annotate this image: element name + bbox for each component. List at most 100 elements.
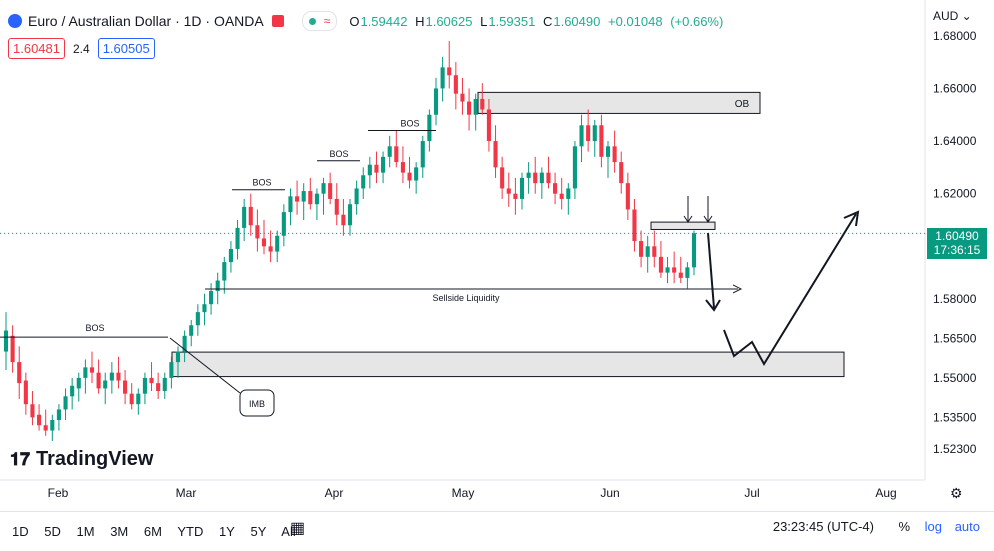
candle-body xyxy=(156,383,160,391)
candle-body xyxy=(460,94,464,102)
liquidity-label: Sellside Liquidity xyxy=(432,293,500,303)
y-tick-label: 1.62000 xyxy=(933,187,977,201)
imb-label: IMB xyxy=(249,399,265,409)
x-tick-label: Jun xyxy=(600,486,619,500)
candle-body xyxy=(441,67,445,88)
tradingview-logo[interactable]: 𝟏𝟕 TradingView xyxy=(10,448,153,471)
candle-body xyxy=(599,125,603,157)
candle-body xyxy=(50,420,54,431)
candle-body xyxy=(500,167,504,188)
candle-body xyxy=(63,396,67,409)
small-order-block-zone xyxy=(651,222,715,229)
y-tick-label: 1.68000 xyxy=(933,29,977,43)
candle-body xyxy=(103,381,107,389)
candle-body xyxy=(659,257,663,273)
auto-toggle[interactable]: auto xyxy=(955,519,980,534)
projection-path-2 xyxy=(724,214,856,364)
candle-body xyxy=(44,425,48,430)
candle-body xyxy=(169,362,173,378)
candle-body xyxy=(672,267,676,272)
bos-label: BOS xyxy=(329,149,348,159)
tradingview-mark-icon: 𝟏𝟕 xyxy=(10,449,30,470)
candle-body xyxy=(401,162,405,173)
candle-body xyxy=(77,378,81,389)
candle-body xyxy=(593,125,597,141)
tf-6m[interactable]: 6M xyxy=(144,524,162,539)
tf-3m[interactable]: 3M xyxy=(110,524,128,539)
candle-body xyxy=(123,381,127,394)
last-price-tag: 1.60490 17:36:15 xyxy=(927,228,987,259)
candle-body xyxy=(202,304,206,312)
candle-body xyxy=(282,212,286,236)
y-tick-label: 1.52300 xyxy=(933,442,977,456)
tf-ytd[interactable]: YTD xyxy=(177,524,203,539)
y-tick-label: 1.56500 xyxy=(933,331,977,345)
log-toggle[interactable]: log xyxy=(925,519,942,534)
candle-body xyxy=(130,394,134,405)
candle-body xyxy=(321,183,325,194)
calendar-icon[interactable]: ▦ xyxy=(290,518,305,538)
candle-body xyxy=(646,246,650,257)
order-block-zone xyxy=(478,92,760,113)
candle-body xyxy=(480,99,484,110)
last-price-value: 1.60490 xyxy=(927,229,987,243)
candle-body xyxy=(665,267,669,272)
candle-body xyxy=(308,191,312,204)
zones-layer xyxy=(172,92,844,376)
candle-body xyxy=(196,312,200,325)
candle-body xyxy=(692,233,696,267)
candle-body xyxy=(626,183,630,209)
y-tick-label: 1.55000 xyxy=(933,371,977,385)
tf-5d[interactable]: 5D xyxy=(44,524,61,539)
candle-body xyxy=(573,146,577,188)
candle-body xyxy=(487,109,491,141)
candle-body xyxy=(474,99,478,115)
demand-zone xyxy=(172,352,844,376)
candle-body xyxy=(394,146,398,162)
candle-body xyxy=(302,191,306,202)
candle-body xyxy=(374,165,378,173)
candle-body xyxy=(613,146,617,162)
candle-body xyxy=(17,362,21,383)
x-tick-label: Jul xyxy=(744,486,759,500)
candle-body xyxy=(136,394,140,405)
clock-time[interactable]: 23:23:45 (UTC-4) xyxy=(773,519,874,534)
candle-body xyxy=(427,115,431,141)
candle-body xyxy=(414,167,418,180)
candle-body xyxy=(348,204,352,225)
candle-body xyxy=(262,238,266,246)
candle-body xyxy=(540,173,544,184)
candle-body xyxy=(341,215,345,226)
candle-body xyxy=(209,291,213,304)
candle-body xyxy=(30,404,34,417)
y-tick-label: 1.66000 xyxy=(933,81,977,95)
candle-body xyxy=(235,228,239,249)
tf-1y[interactable]: 1Y xyxy=(219,524,235,539)
candle-body xyxy=(679,273,683,278)
candle-body xyxy=(222,262,226,280)
candle-body xyxy=(335,199,339,215)
timeframe-group: 1D 5D 1M 3M 6M YTD 1Y 5Y All xyxy=(12,524,308,539)
candle-body xyxy=(275,236,279,252)
candle-body xyxy=(70,386,74,397)
tf-1d[interactable]: 1D xyxy=(12,524,29,539)
candle-body xyxy=(421,141,425,167)
candle-body xyxy=(467,102,471,115)
candle-body xyxy=(110,373,114,381)
candle-body xyxy=(454,75,458,93)
x-tick-label: Aug xyxy=(875,486,896,500)
candle-body xyxy=(295,196,299,201)
candle-body xyxy=(189,325,193,336)
tf-5y[interactable]: 5Y xyxy=(250,524,266,539)
candle-body xyxy=(143,378,147,394)
tf-1m[interactable]: 1M xyxy=(77,524,95,539)
candle-body xyxy=(507,188,511,193)
percent-toggle[interactable]: % xyxy=(898,519,910,534)
candle-body xyxy=(90,367,94,372)
candle-body xyxy=(4,331,8,352)
candle-body xyxy=(269,246,273,251)
candle-body xyxy=(447,67,451,75)
candle-body xyxy=(355,188,359,204)
settings-gear-icon[interactable]: ⚙ xyxy=(950,485,963,502)
bos-label: BOS xyxy=(252,178,271,188)
